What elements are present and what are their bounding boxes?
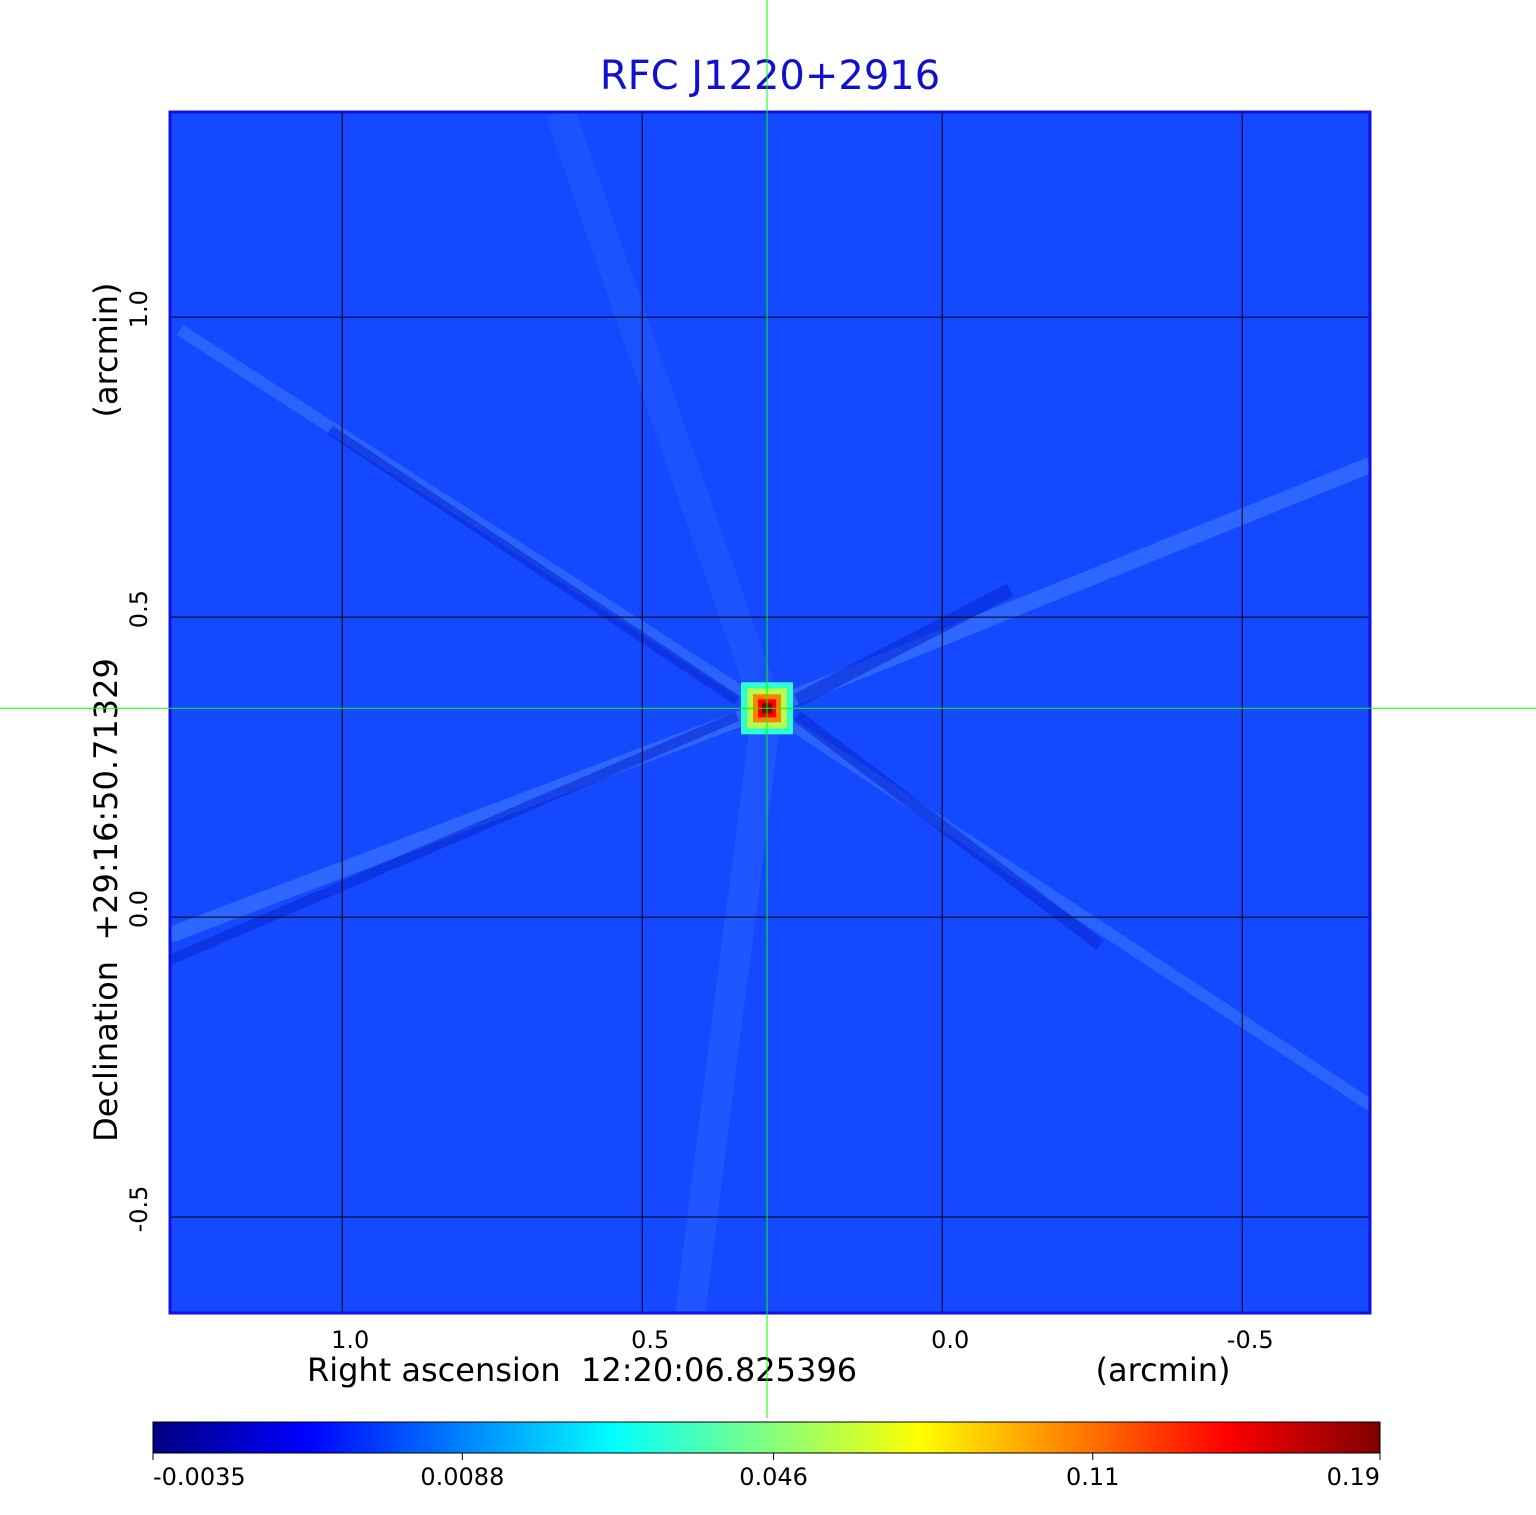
x-axis-unit: (arcmin) (1096, 1351, 1231, 1389)
colorbar-tick-label: -0.0035 (153, 1463, 246, 1491)
y-tick-label: 0.5 (125, 590, 153, 628)
x-tick-label: 1.0 (331, 1326, 369, 1354)
plot-border (168, 110, 1372, 1315)
y-tick-label: 1.0 (125, 290, 153, 328)
x-tick-label: -0.5 (1227, 1326, 1274, 1354)
y-tick-label: -0.5 (125, 1186, 153, 1233)
y-axis-unit: (arcmin) (87, 283, 125, 418)
sidelobe (545, 112, 782, 714)
y-axis-label: Declination +29:16:50.71329 (87, 658, 125, 1142)
sidelobe-dark (327, 425, 740, 705)
sidelobe-dark (793, 711, 1104, 950)
x-tick-label: 0.5 (631, 1326, 669, 1354)
colorbar (152, 1421, 1381, 1454)
colorbar-tick-label: 0.0088 (420, 1463, 504, 1491)
x-tick-label: 0.0 (931, 1326, 969, 1354)
colorbar-tick-label: 0.11 (1066, 1463, 1119, 1491)
sidelobe-dark (793, 583, 1014, 707)
colorbar-tick-label: 0.19 (1327, 1463, 1380, 1491)
x-axis-label: Right ascension 12:20:06.825396 (307, 1351, 857, 1389)
chart-title: RFC J1220+2916 (600, 53, 940, 99)
sidelobe (176, 324, 771, 714)
plot-area (170, 112, 1370, 1313)
colorbar-tick-label: 0.046 (739, 1463, 808, 1491)
sidelobe (675, 706, 782, 1313)
y-tick-label: 0.0 (125, 890, 153, 928)
